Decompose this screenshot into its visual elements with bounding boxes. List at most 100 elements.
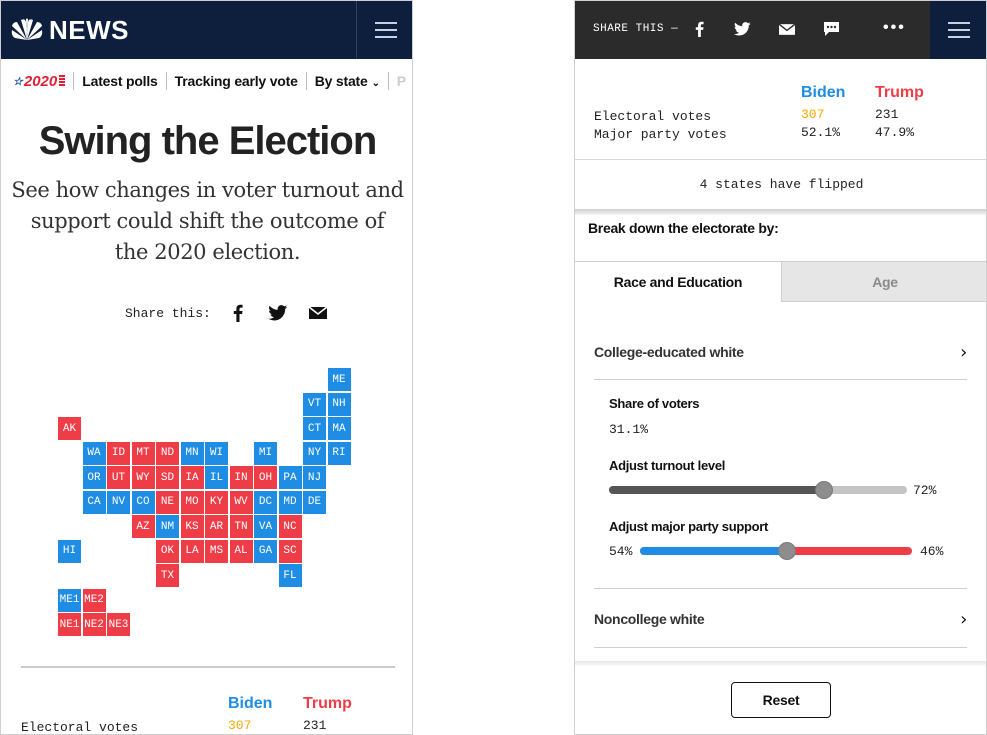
group-college-educated-white[interactable]: College-educated white › [594, 337, 967, 367]
state-tile-ne[interactable]: NE [156, 490, 179, 514]
election-2020-badge[interactable]: ☆ 2020 [13, 73, 66, 90]
group-noncollege-white[interactable]: Noncollege white › [594, 604, 967, 634]
group-divider [594, 647, 967, 648]
nbc-news-logo[interactable]: NEWS [9, 15, 129, 45]
menu-button[interactable] [930, 1, 986, 59]
state-tile-sd[interactable]: SD [156, 466, 179, 489]
twitter-icon[interactable] [265, 302, 291, 324]
state-tile-me[interactable]: ME [327, 368, 351, 391]
nav-latest-polls[interactable]: Latest polls [82, 73, 158, 89]
state-tile-ri[interactable]: RI [327, 441, 351, 465]
page-dek: See how changes in voter turnout and sup… [11, 178, 404, 264]
state-tile-hi[interactable]: HI [58, 539, 81, 563]
left-phone-screen: NEWS ☆ 2020 Latest polls Tracking early … [0, 0, 413, 735]
share-row: Share this: [125, 301, 345, 325]
support-trump-value: 46% [920, 544, 944, 559]
group-divider [594, 588, 967, 589]
state-tile-ne2[interactable]: NE2 [82, 613, 106, 636]
support-slider-handle[interactable] [777, 542, 796, 560]
hamburger-icon [374, 22, 397, 38]
tab-race-and-education[interactable]: Race and Education [575, 261, 782, 302]
state-tile-vt[interactable]: VT [303, 392, 326, 416]
reset-button[interactable]: Reset [731, 682, 831, 718]
flag-stripes-icon [59, 75, 66, 87]
state-tile-me2[interactable]: ME2 [82, 588, 106, 612]
state-tile-ne1[interactable]: NE1 [58, 613, 81, 636]
state-tile-la[interactable]: LA [180, 539, 204, 563]
nav-by-state[interactable]: By state ⌄ [315, 73, 380, 89]
facebook-icon[interactable] [225, 302, 251, 324]
state-tile-ma[interactable]: MA [327, 417, 351, 440]
state-tile-ky[interactable]: KY [205, 490, 228, 514]
state-tile-ne3[interactable]: NE3 [107, 613, 130, 636]
state-tile-ks[interactable]: KS [180, 515, 204, 538]
biden-heading: Biden [801, 84, 846, 101]
logo-text: NEWS [49, 14, 129, 45]
state-tile-ok[interactable]: OK [156, 539, 179, 563]
turnout-slider-track[interactable] [609, 486, 907, 494]
facebook-icon[interactable] [687, 17, 711, 41]
state-tile-il[interactable]: IL [205, 466, 228, 489]
group-label: Noncollege white [594, 611, 705, 627]
state-tile-ut[interactable]: UT [107, 466, 130, 489]
state-tile-ak[interactable]: AK [58, 417, 81, 440]
state-tile-ct[interactable]: CT [303, 417, 326, 440]
state-tile-mo[interactable]: MO [180, 490, 204, 514]
state-tile-mt[interactable]: MT [131, 441, 155, 465]
state-tile-al[interactable]: AL [229, 539, 253, 563]
state-tile-de[interactable]: DE [303, 490, 326, 514]
group-label: College-educated white [594, 344, 744, 360]
state-tile-az[interactable]: AZ [131, 515, 155, 538]
state-tile-nj[interactable]: NJ [303, 466, 326, 489]
state-tile-wy[interactable]: WY [131, 466, 155, 489]
state-tile-nv[interactable]: NV [107, 490, 130, 514]
twitter-icon[interactable] [730, 17, 754, 41]
sms-comment-icon[interactable] [819, 17, 843, 41]
state-tile-sc[interactable]: SC [278, 539, 302, 563]
state-tile-mi[interactable]: MI [254, 441, 277, 465]
state-tile-fl[interactable]: FL [278, 564, 302, 587]
state-tile-nm[interactable]: NM [156, 515, 179, 538]
state-tile-nc[interactable]: NC [278, 515, 302, 538]
state-tile-ar[interactable]: AR [205, 515, 228, 538]
right-phone-screen: SHARE THIS — ••• Biden Trump Electoral v… [574, 0, 987, 735]
group-divider [594, 379, 967, 380]
state-tile-wv[interactable]: WV [229, 490, 253, 514]
more-options-icon[interactable]: ••• [883, 19, 906, 36]
state-tile-or[interactable]: OR [82, 466, 106, 489]
state-tile-ca[interactable]: CA [82, 490, 106, 514]
state-tile-md[interactable]: MD [278, 490, 302, 514]
turnout-slider-handle[interactable] [814, 481, 833, 499]
chevron-down-icon: ⌄ [371, 78, 380, 89]
email-icon[interactable] [305, 302, 331, 324]
nav-tracking-early-vote[interactable]: Tracking early vote [174, 73, 298, 89]
state-tile-dc[interactable]: DC [254, 490, 277, 514]
state-tile-ia[interactable]: IA [180, 466, 204, 489]
state-tile-mn[interactable]: MN [180, 441, 204, 465]
state-tile-va[interactable]: VA [254, 515, 277, 538]
turnout-value: 72% [913, 483, 937, 498]
state-tile-co[interactable]: CO [131, 490, 155, 514]
email-icon[interactable] [775, 17, 799, 41]
nav-more-faded[interactable]: P [396, 73, 406, 89]
state-tile-in[interactable]: IN [229, 466, 253, 489]
tab-age[interactable]: Age [782, 261, 986, 302]
state-tile-pa[interactable]: PA [278, 466, 302, 489]
menu-button[interactable] [356, 1, 412, 59]
state-tile-wa[interactable]: WA [82, 441, 106, 465]
state-tile-ga[interactable]: GA [254, 539, 277, 563]
state-tile-ms[interactable]: MS [205, 539, 228, 563]
support-slider-track[interactable] [640, 547, 912, 555]
state-tile-nh[interactable]: NH [327, 392, 351, 416]
state-tile-tx[interactable]: TX [156, 564, 179, 587]
turnout-slider-fill [609, 486, 824, 494]
state-tile-nd[interactable]: ND [156, 441, 179, 465]
footer-shadow [575, 661, 986, 666]
state-tile-wi[interactable]: WI [205, 441, 228, 465]
state-tile-tn[interactable]: TN [229, 515, 253, 538]
state-tile-id[interactable]: ID [107, 441, 130, 465]
state-tile-me1[interactable]: ME1 [58, 588, 81, 612]
state-tile-ny[interactable]: NY [303, 441, 326, 465]
state-tile-oh[interactable]: OH [254, 466, 277, 489]
chevron-right-icon: › [960, 341, 967, 363]
